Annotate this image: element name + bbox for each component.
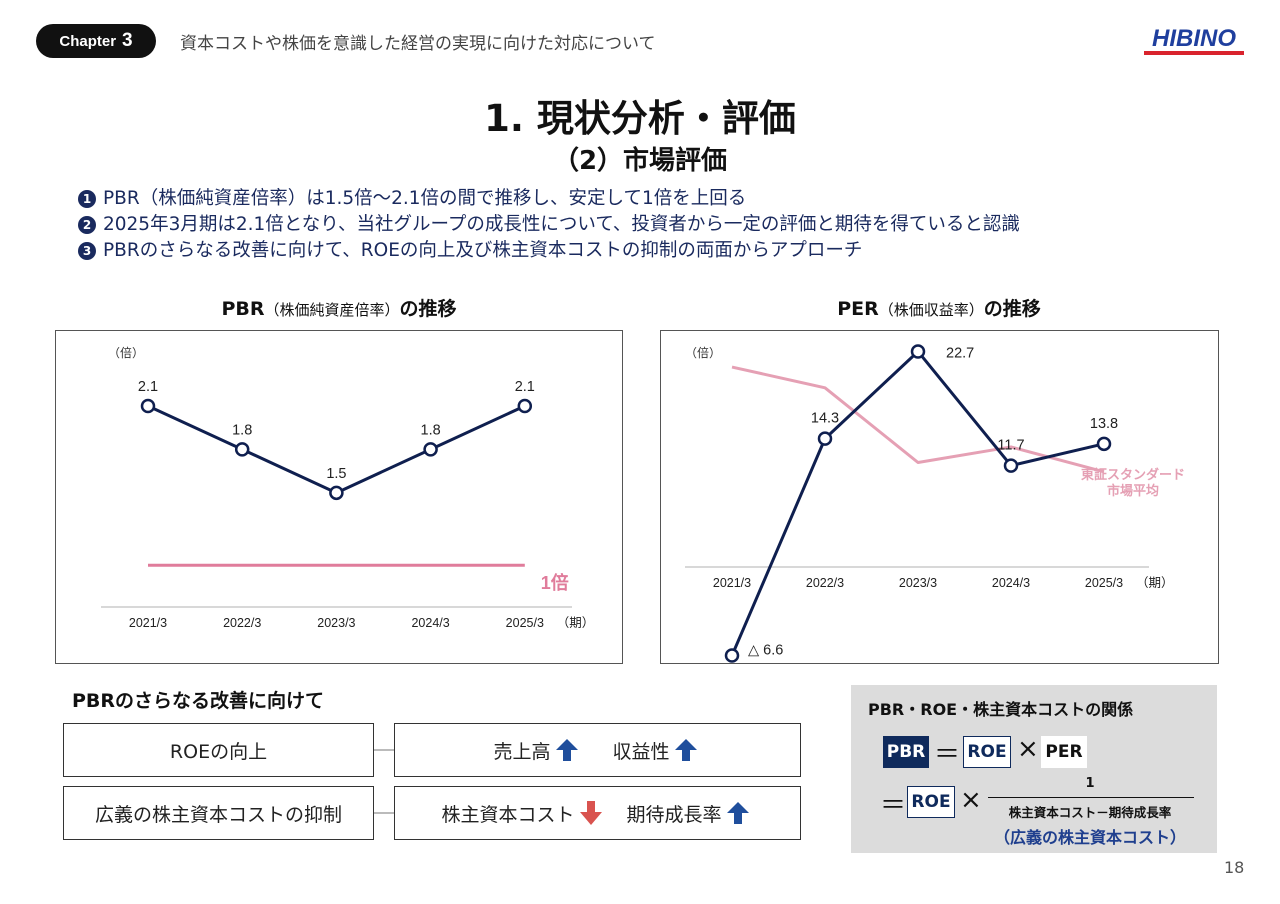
x-tick-label: 2023/3 (317, 616, 355, 630)
data-label: 11.7 (997, 438, 1024, 454)
fraction-denominator: 株主資本コスト－期待成長率 (1008, 805, 1172, 820)
bullet-text: PBR（株価純資産倍率）は1.5倍～2.1倍の間で推移し、安定して1倍を上回る (103, 188, 747, 209)
times-sign: × (960, 785, 982, 815)
main-series-line (730, 349, 1105, 657)
bullet-text: 2025年3月期は2.1倍となり、当社グループの成長性について、投資者から一定の… (103, 214, 1020, 235)
page-subtitle: （2）市場評価 (552, 146, 728, 176)
header-title: 資本コストや株価を意識した経営の実現に向けた対応について (180, 34, 656, 54)
per-chart: （倍） 2021/3 2022/3 2023/3 2024/3 2025/3 （期） 東証スタ… (685, 344, 1185, 663)
per-tag: PER (1041, 736, 1087, 768)
data-label: 1.5 (326, 466, 346, 482)
pbr-chart-title: PBR（株価純資産倍率）の推移 (221, 298, 457, 320)
arrow-down-icon (579, 801, 602, 825)
improve-title: PBRのさらなる改善に向けて (72, 690, 325, 712)
y-unit-label: （倍） (685, 345, 721, 360)
relation-panel (851, 685, 1217, 853)
arrow-up-icon (674, 739, 697, 761)
pbr-chart-frame: （倍） 2021/3 2022/3 2023/3 2024/3 2025/3 （期） 1倍 2.… (55, 330, 623, 664)
chapter-label: Chapter (59, 32, 117, 50)
x-tick-label: 2022/3 (806, 576, 844, 590)
data-label: 1.8 (421, 422, 441, 438)
equals-sign: ＝ (934, 740, 961, 770)
x-tick-label: 2024/3 (411, 616, 449, 630)
market-average-line (731, 365, 1105, 474)
capital-cost-box: 広義の株主資本コストの抑制 (63, 786, 374, 840)
x-tick-label: 2024/3 (992, 576, 1030, 590)
x-tick-label: 2021/3 (713, 576, 751, 590)
hibino-logo: HIBINO (1144, 25, 1244, 55)
x-tick-label: 2021/3 (129, 616, 167, 630)
data-point (329, 485, 344, 501)
arrow-up-icon (726, 802, 749, 824)
data-label: 13.8 (1090, 416, 1118, 432)
bullet-number-badge: 1 (78, 190, 96, 208)
x-tick-label: 2022/3 (223, 616, 261, 630)
bullet-number-badge: 3 (78, 242, 96, 260)
roe-tag: ROE (963, 736, 1011, 768)
chapter-badge: Chapter 3 (36, 24, 156, 58)
equals-sign: ＝ (880, 791, 907, 821)
data-point (724, 648, 740, 663)
x-tick-label: 2025/3 (1085, 576, 1123, 590)
y-unit-label: （倍） (108, 345, 144, 360)
roe-improve-box: ROEの向上 (63, 723, 374, 777)
bullet-item: 3 PBRのさらなる改善に向けて、ROEの向上及び株主資本コストの抑制の両面から… (78, 238, 1020, 264)
reference-line-label: 1倍 (541, 572, 569, 593)
data-point (1003, 458, 1019, 473)
roe-tag: ROE (907, 786, 955, 818)
data-point (1096, 436, 1112, 452)
per-chart-title: PER（株価収益率）の推移 (837, 298, 1041, 320)
capital-cost-factors-box: 株主資本コスト 期待成長率 (394, 786, 801, 840)
per-chart-frame: （倍） 2021/3 2022/3 2023/3 2024/3 2025/3 （期） 東証スタ… (660, 330, 1219, 664)
page-number: 18 (1224, 858, 1245, 877)
bullet-text: PBRのさらなる改善に向けて、ROEの向上及び株主資本コストの抑制の両面からアプ… (103, 240, 863, 261)
data-label: 2.1 (138, 379, 158, 395)
bullet-list: 1 PBR（株価純資産倍率）は1.5倍～2.1倍の間で推移し、安定して1倍を上回… (78, 186, 1020, 264)
bullet-number-badge: 2 (78, 216, 96, 234)
roe-factors-box: 売上高 収益性 (394, 723, 801, 777)
arrow-up-icon (555, 739, 578, 761)
data-label: △ 6.6 (748, 642, 783, 658)
data-label: 1.8 (232, 422, 252, 438)
pbr-tag: PBR (883, 736, 929, 768)
data-point (817, 431, 833, 446)
data-point (140, 398, 156, 414)
x-tick-label: 2025/3 (506, 616, 544, 630)
x-tick-label: 2023/3 (899, 576, 937, 590)
fraction-numerator: 1 (1085, 776, 1095, 791)
relation-note: （広義の株主資本コスト） (993, 828, 1186, 847)
x-unit-label: （期） (557, 616, 595, 630)
series-name-label: 市場平均 (1107, 483, 1159, 498)
logo-text: HIBINO (1152, 25, 1236, 52)
connector-line (374, 749, 394, 751)
bullet-item: 1 PBR（株価純資産倍率）は1.5倍～2.1倍の間で推移し、安定して1倍を上回… (78, 186, 1020, 212)
data-label: 2.1 (515, 379, 535, 395)
bullet-item: 2 2025年3月期は2.1倍となり、当社グループの成長性について、投資者から一… (78, 212, 1020, 238)
data-point (423, 442, 438, 457)
relation-title: PBR・ROE・株主資本コストの関係 (868, 700, 1134, 719)
times-sign: × (1017, 734, 1039, 764)
page-title: 1. 現状分析・評価 (484, 97, 796, 140)
data-label: 14.3 (811, 411, 839, 427)
data-point (234, 442, 250, 457)
series-name-label: 東証スタンダード (1081, 467, 1185, 482)
data-point (910, 344, 926, 359)
data-point (517, 398, 533, 414)
chapter-number: 3 (122, 30, 133, 51)
x-unit-label: （期） (1136, 576, 1174, 590)
connector-line (374, 812, 394, 814)
pbr-chart: （倍） 2021/3 2022/3 2023/3 2024/3 2025/3 （期） 1倍 2.… (101, 345, 595, 630)
fraction-bar (988, 797, 1194, 798)
data-label: 22.7 (946, 345, 974, 361)
